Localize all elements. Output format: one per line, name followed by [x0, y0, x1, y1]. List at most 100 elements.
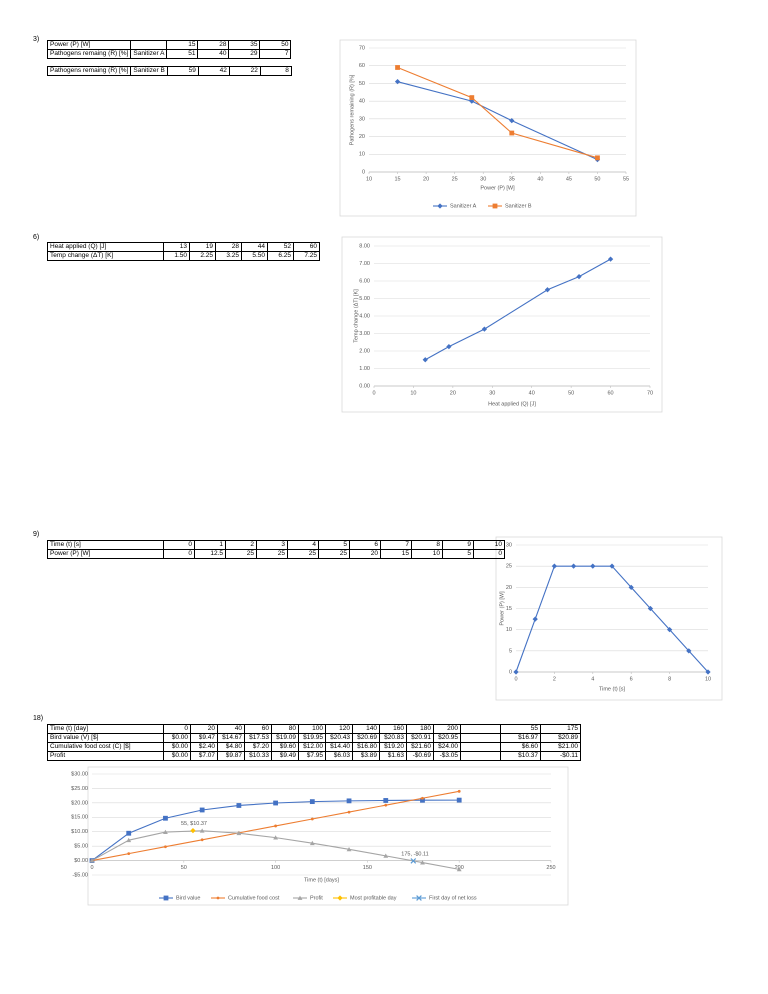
marker: [297, 895, 303, 900]
marker: [647, 605, 654, 612]
data-table: Time (t) [day] 0 20 40 60 80 100 120 140 160 180 20…: [47, 724, 581, 761]
table-cell: 0: [163, 724, 191, 734]
y-tick-label: 0: [362, 169, 365, 175]
table-cell: $20.43: [325, 733, 353, 743]
table-cell: $14.67: [217, 733, 245, 743]
table-cell: $3.89: [352, 751, 380, 761]
data-table: Time (t) [s] 0 1 2 3 4 5 6 7 8 9 10 Power (P) [W] 0 12…: [47, 540, 505, 559]
marker: [163, 829, 168, 835]
x-tick-label: 10: [366, 176, 372, 182]
table-cell: Sanitizer A: [130, 49, 168, 59]
table-cell: 55: [500, 724, 541, 734]
table-cell: $19.20: [379, 742, 407, 752]
data-table: Heat applied (Q) [J] 13 19 28 44 52 60 Temp cha…: [47, 242, 320, 261]
table-cell: $7.07: [190, 751, 218, 761]
marker: [163, 895, 169, 901]
x-tick-label: 25: [452, 176, 458, 182]
y-tick-label: $30.00: [71, 771, 88, 777]
table-cell: $19.09: [271, 733, 299, 743]
table-cell: $7.95: [298, 751, 326, 761]
table-cell: -$0.11: [540, 751, 581, 761]
marker: [347, 810, 351, 814]
marker: [509, 117, 515, 124]
table-row: Cumulative food cost (C) [$] $0.00 $2.40 $4…: [47, 742, 581, 752]
marker: [628, 584, 634, 590]
table-cell: $4.80: [217, 742, 245, 752]
table-cell: $20.69: [352, 733, 380, 743]
x-tick-label: 6: [630, 676, 633, 682]
x-tick-label: 10: [410, 390, 416, 396]
y-tick-label: 50: [359, 81, 365, 87]
x-tick-label: 50: [594, 176, 600, 182]
table-cell: 5: [442, 549, 474, 559]
y-tick-label: 2.00: [359, 348, 370, 354]
legend-label: Profit: [310, 895, 323, 901]
marker: [410, 858, 417, 864]
x-tick-label: 30: [489, 390, 495, 396]
marker: [384, 803, 388, 807]
legend-label: Cumulative food cost: [228, 895, 280, 901]
y-tick-label: 60: [359, 63, 365, 69]
table-body: Pathogens remaing (R) [%] Sanitizer B 59 42…: [46, 66, 292, 76]
data-label: 175, -$0.11: [401, 851, 428, 857]
y-tick-label: 0: [509, 669, 512, 675]
table-cell: 0: [473, 549, 505, 559]
legend-label: First day of net loss: [429, 895, 477, 901]
marker: [420, 797, 425, 803]
marker: [420, 860, 425, 865]
table-cell: $19.95: [298, 733, 326, 743]
table-cell: $20.95: [433, 733, 461, 743]
table-cell: 28: [197, 40, 230, 50]
table-cell: $9.47: [190, 733, 218, 743]
table-cell: 25: [225, 549, 257, 559]
x-tick-label: 20: [423, 176, 429, 182]
table-cell: 60: [293, 242, 320, 252]
table-cell: 59: [166, 66, 199, 76]
x-tick-label: 35: [509, 176, 515, 182]
chart-frame: [495, 536, 723, 701]
chart-frame: [339, 39, 637, 217]
table-cell: Cumulative food cost (C) [$]: [47, 742, 164, 752]
marker: [666, 627, 673, 633]
marker: [346, 798, 352, 804]
y-tick-label: $25.00: [71, 786, 88, 792]
series-line: [424, 258, 611, 361]
y-tick-label: $20.00: [71, 800, 88, 806]
marker: [492, 203, 498, 209]
y-tick-label: 10: [359, 152, 365, 158]
y-tick-label: 7.00: [359, 261, 370, 267]
table-cell: Time (t) [day]: [47, 724, 164, 734]
marker: [89, 858, 95, 863]
table-cell: 4: [287, 540, 319, 550]
x-tick-label: 250: [546, 865, 555, 871]
marker: [346, 846, 352, 852]
table-cell: 6: [349, 540, 381, 550]
table-cell: Time (t) [s]: [47, 540, 164, 550]
table-cell: 0: [163, 540, 195, 550]
table-cell: $0.00: [163, 733, 191, 743]
marker: [607, 256, 614, 262]
table-cell: 51: [166, 49, 199, 59]
marker: [383, 853, 389, 858]
marker: [570, 563, 577, 569]
marker: [200, 838, 204, 842]
y-tick-label: $5.00: [74, 844, 88, 850]
chart: 0.00 1.00 2.00 3.00 4.00 5.00 6.00 7.00 8.00 0 10 2…: [341, 236, 663, 413]
table-cell: 7: [259, 49, 292, 59]
data-label: 55, $10.37: [181, 821, 207, 827]
table-row: Bird value (V) [$] $0.00 $9.47 $14.67 $17.53…: [47, 733, 581, 743]
table-cell: Sanitizer B: [130, 66, 168, 76]
table-cell: 180: [406, 724, 434, 734]
marker: [310, 817, 314, 821]
marker: [273, 835, 278, 840]
table-cell: 5: [318, 540, 350, 550]
marker: [595, 155, 600, 161]
marker: [273, 800, 278, 806]
y-tick-label: 20: [506, 585, 512, 591]
x-tick-label: 70: [647, 390, 653, 396]
marker: [190, 828, 196, 834]
series-line: [397, 66, 598, 159]
table-row: Temp change (ΔT) [K] 1.50 2.25 3.25 5.50 6.25…: [47, 251, 320, 261]
